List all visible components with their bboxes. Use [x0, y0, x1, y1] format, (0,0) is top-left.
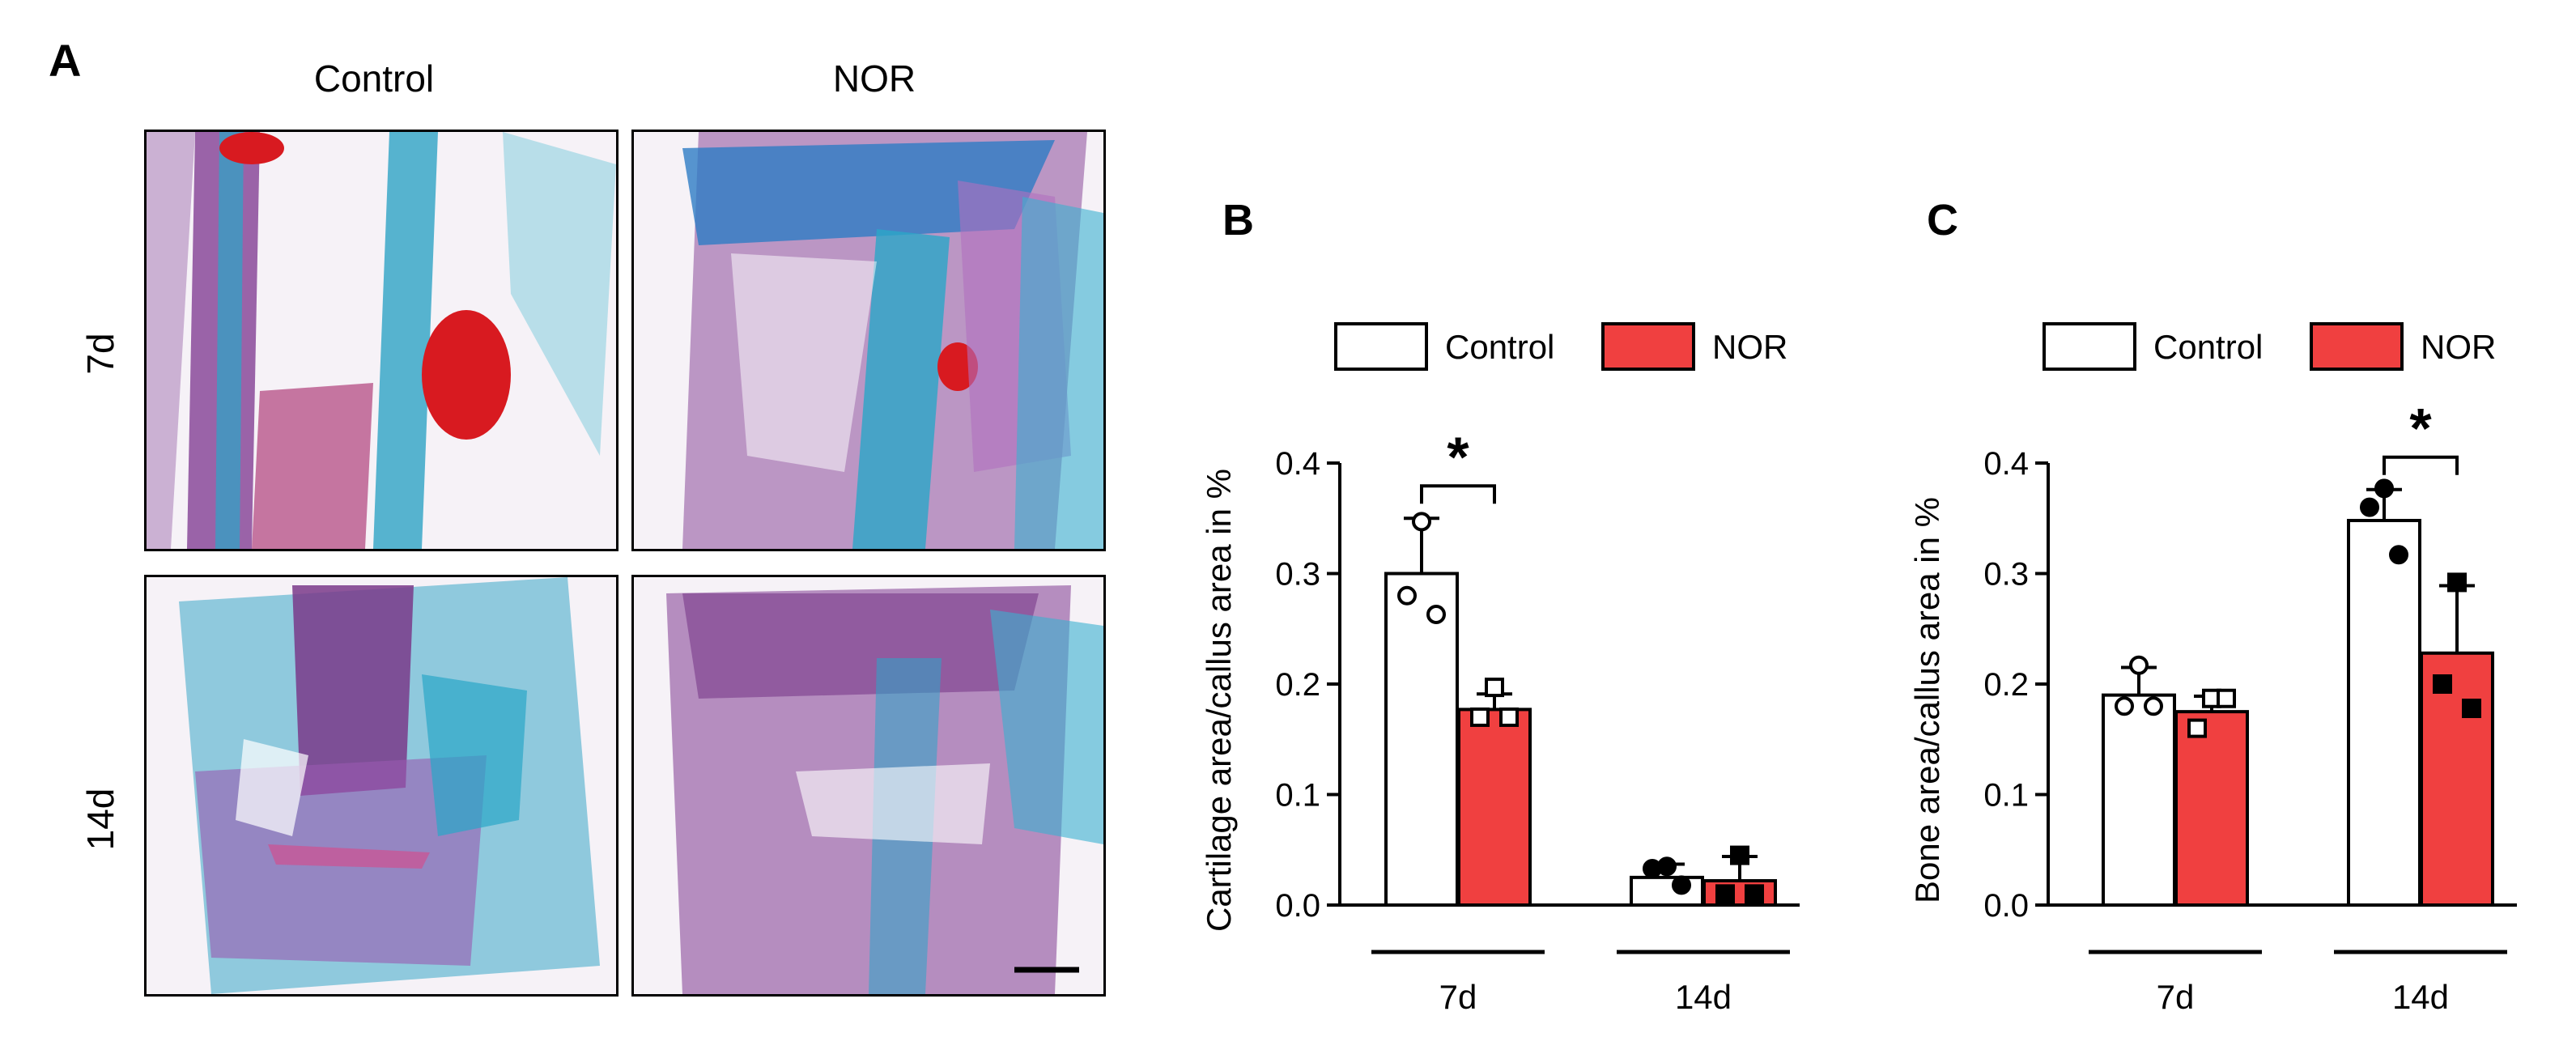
- chart-c-bar-nor-14d: [2420, 651, 2494, 907]
- chart-c-legend-nor-label: NOR: [2421, 328, 2496, 366]
- micrograph-nor-14d: [631, 575, 1106, 997]
- chart-c-x-tick-label: 7d: [2157, 978, 2195, 1016]
- chart-c-x-tick-label: 14d: [2392, 978, 2449, 1016]
- chart-b-data-point: [1485, 678, 1504, 698]
- chart-b-data-point: [1412, 512, 1431, 532]
- column-header-control: Control: [313, 57, 435, 100]
- chart-b-data-point: [1672, 875, 1691, 895]
- chart-b-y-tick-label: 0.2: [1275, 667, 1320, 703]
- panel-a-letter: A: [49, 35, 82, 86]
- chart-c-panel-letter: C: [1927, 196, 1958, 244]
- chart-b-bar-nor-14d: [1702, 878, 1777, 907]
- chart-c-legend-control-label: Control: [2153, 328, 2263, 366]
- chart-b-data-point: [1730, 845, 1749, 865]
- chart-c-y-tick-label: 0.1: [1983, 778, 2029, 814]
- chart-b-panel-letter: B: [1222, 196, 1254, 244]
- chart-b-significance-bracket: [1420, 484, 1496, 504]
- chart-b-x-tick-label: 7d: [1439, 978, 1477, 1016]
- chart-c-data-point: [2144, 696, 2163, 716]
- chart-b-y-tick-label: 0.1: [1275, 778, 1320, 814]
- chart-c-data-point: [2115, 696, 2134, 716]
- chart-c-legend-control-swatch: [2043, 322, 2136, 371]
- chart-b-x-tick-label: 14d: [1675, 978, 1732, 1016]
- micrograph-nor-7d: [631, 130, 1106, 551]
- column-header-nor: NOR: [832, 57, 916, 100]
- chart-c-y-tick-label: 0.2: [1983, 667, 2029, 703]
- chart-c-data-point: [2389, 545, 2408, 565]
- chart-c-data-point: [2360, 497, 2379, 517]
- chart-b-data-point: [1715, 884, 1735, 904]
- chart-c-significance-bracket: [2383, 455, 2459, 475]
- chart-b-y-axis-label: Cartilage area/callus area in %: [1200, 469, 1238, 932]
- chart-c-data-point: [2447, 572, 2467, 593]
- chart-c-bar-control-14d: [2347, 518, 2421, 907]
- chart-c-y-tick-label: 0.4: [1983, 446, 2029, 482]
- chart-c-data-point: [2433, 674, 2452, 694]
- chart-c-significance-label: *: [2409, 397, 2432, 460]
- chart-b-data-point: [1397, 585, 1417, 606]
- chart-b-legend-nor-swatch: [1601, 322, 1695, 371]
- chart-b-y-tick-label: 0.0: [1275, 888, 1320, 924]
- chart-b-bar-control-14d: [1630, 875, 1704, 907]
- micrograph-control-14d: [144, 575, 618, 997]
- chart-b-bar-nor-7d: [1457, 708, 1532, 907]
- chart-b-legend-control-label: Control: [1445, 328, 1554, 366]
- chart-b-data-point: [1745, 884, 1764, 904]
- chart-c-y-tick-label: 0.3: [1983, 557, 2029, 593]
- chart-b-bar-control-7d: [1384, 572, 1459, 907]
- chart-c-data-point: [2129, 655, 2149, 675]
- chart-b-data-point: [1499, 707, 1519, 727]
- chart-b-legend-nor-label: NOR: [1712, 328, 1787, 366]
- chart-c-data-point: [2187, 718, 2207, 738]
- chart-b-y-tick-label: 0.3: [1275, 557, 1320, 593]
- chart-b-data-point: [1426, 605, 1446, 625]
- chart-b-legend-control-swatch: [1334, 322, 1428, 371]
- chart-b-data-point: [1643, 858, 1662, 878]
- chart-c-data-point: [2217, 688, 2236, 708]
- chart-c-legend-nor-swatch: [2310, 322, 2404, 371]
- chart-c-data-point: [2374, 478, 2394, 499]
- chart-b-significance-label: *: [1447, 425, 1469, 488]
- chart-b-data-point: [1470, 707, 1490, 727]
- chart-c-bar-control-7d: [2102, 693, 2176, 907]
- chart-c-bar-nor-7d: [2174, 710, 2249, 907]
- micrograph-control-7d: [144, 130, 618, 551]
- chart-c-data-point: [2462, 699, 2481, 719]
- chart-b-y-tick-label: 0.4: [1275, 446, 1320, 482]
- chart-c-y-tick-label: 0.0: [1983, 888, 2029, 924]
- chart-c-y-axis-label: Bone area/callus area in %: [1908, 497, 1946, 903]
